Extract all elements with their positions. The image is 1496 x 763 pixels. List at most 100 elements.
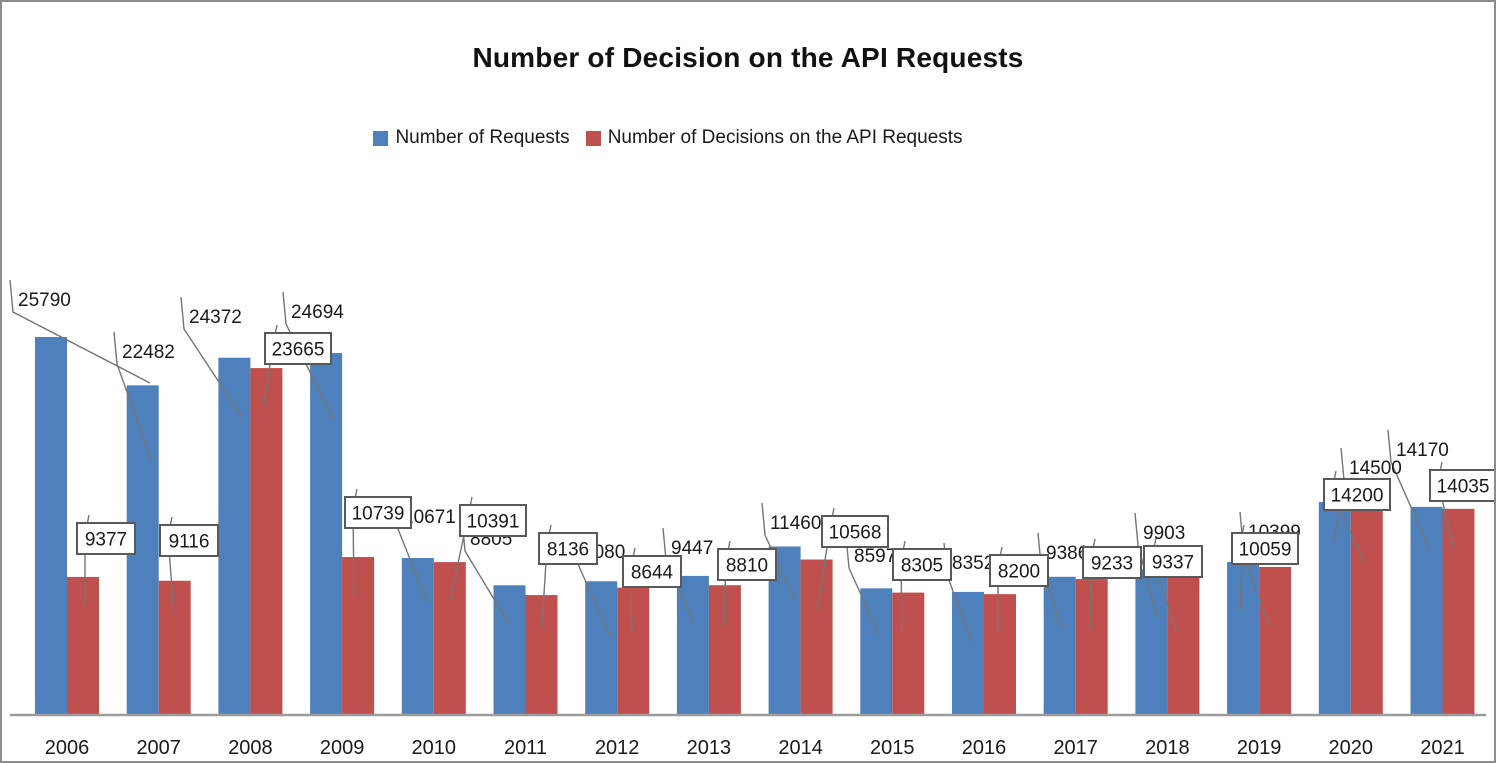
x-axis-label-2016: 2016 [962,737,1007,759]
bar-decisions-2014 [800,559,833,714]
bar-decisions-2019 [1259,566,1292,714]
data-label-decisions-2010: 10391 [467,512,520,533]
data-label-requests-2010: 10671 [403,507,456,528]
x-axis-label-2019: 2019 [1237,737,1282,759]
data-label-requests-2007: 22482 [122,342,175,363]
bar-decisions-2012 [617,587,650,714]
data-label-box-decisions-2013 [717,548,777,581]
data-label-decisions-2020: 14200 [1331,486,1384,507]
data-label-box-decisions-2018 [1143,545,1203,578]
leader-line-requests-2021 [1387,429,1431,551]
leader-line-requests-2014 [761,502,796,601]
legend-item-decisions: Number of Decisions on the API Requests [585,127,963,149]
x-axis-label-2010: 2010 [412,737,457,759]
data-label-box-decisions-2007 [159,524,219,557]
bar-requests-2010 [401,558,434,714]
data-label-box-decisions-2021 [1429,469,1494,502]
data-label-requests-2017: 9386 [1046,543,1088,564]
data-label-decisions-2019: 10059 [1239,540,1292,561]
legend-swatch-red-icon [585,130,601,146]
data-label-requests-2020: 14500 [1349,458,1402,479]
bar-decisions-2011 [525,595,558,714]
leader-line-requests-2006 [9,279,151,384]
data-label-requests-2016: 8352 [952,553,994,574]
data-label-decisions-2011: 8136 [547,540,589,561]
data-label-box-decisions-2014 [821,515,889,548]
x-axis-label-2017: 2017 [1053,737,1098,759]
data-label-box-decisions-2016 [989,554,1049,587]
bar-decisions-2015 [892,592,925,714]
bar-requests-2016 [952,591,984,714]
data-label-box-decisions-2009 [344,496,412,529]
x-axis-label-2008: 2008 [228,737,273,759]
bar-decisions-2021 [1442,508,1475,714]
data-label-box-decisions-2017 [1082,546,1142,579]
bar-requests-2021 [1410,506,1443,714]
x-axis-label-2020: 2020 [1329,737,1374,759]
bar-requests-2006 [35,337,67,714]
data-label-requests-2013: 9447 [671,538,713,559]
legend-label-decisions: Number of Decisions on the API Requests [607,127,963,148]
legend-item-requests: Number of Requests [373,127,570,149]
bar-decisions-2018 [1167,577,1200,714]
bar-decisions-2020 [1350,506,1383,714]
legend-swatch-blue-icon [373,130,389,146]
x-axis-label-2012: 2012 [595,737,640,759]
x-axis-label-2011: 2011 [504,737,547,759]
data-label-requests-2018: 9903 [1143,523,1185,544]
data-label-requests-2008: 24372 [189,307,242,328]
leader-line-requests-2018 [1134,512,1158,618]
bar-requests-2019 [1227,561,1260,714]
data-label-box-decisions-2020 [1323,478,1391,511]
data-label-box-decisions-2008 [264,332,332,365]
data-label-box-decisions-2006 [76,522,136,555]
data-label-decisions-2018: 9337 [1152,553,1194,574]
x-axis-label-2009: 2009 [320,737,365,759]
bar-requests-2009 [310,353,343,714]
bar-requests-2015 [860,588,893,714]
data-label-requests-2014: 11460 [770,513,821,534]
data-label-requests-2021: 14170 [1396,440,1449,461]
data-label-decisions-2014: 10568 [829,523,882,544]
x-axis-label-2018: 2018 [1145,737,1190,759]
data-label-decisions-2012: 8644 [631,563,674,584]
data-label-requests-2015: 8597 [854,546,896,567]
data-label-box-decisions-2011 [538,532,598,565]
bar-decisions-2006 [67,576,99,714]
x-axis-label-2013: 2013 [687,737,732,759]
bar-requests-2008 [218,357,251,714]
data-label-box-decisions-2019 [1231,532,1299,565]
bar-requests-2012 [585,581,618,714]
leader-line-requests-2009 [282,291,335,421]
data-label-decisions-2008: 23665 [272,340,325,361]
bar-decisions-2009 [342,557,375,714]
x-axis-label-2021: 2021 [1420,737,1465,759]
bar-decisions-2017 [1075,579,1108,714]
data-label-requests-2006: 25790 [18,290,71,311]
legend: Number of Requests Number of Decisions o… [2,127,1414,149]
bar-requests-2017 [1043,576,1076,714]
x-axis-label-2014: 2014 [778,737,823,759]
bar-requests-2013 [676,575,709,714]
data-label-decisions-2013: 8810 [726,556,768,577]
legend-label-requests: Number of Requests [395,127,570,148]
data-label-box-decisions-2012 [622,555,682,588]
bar-decisions-2016 [984,594,1016,714]
bar-decisions-2010 [433,562,466,714]
bar-decisions-2008 [250,368,283,714]
leader-line-requests-2008 [180,296,243,418]
x-axis-label-2015: 2015 [870,737,915,759]
data-label-box-decisions-2015 [892,548,952,581]
x-axis-label-2006: 2006 [45,737,90,759]
bar-requests-2011 [493,585,526,714]
data-label-decisions-2006: 9377 [85,530,127,551]
data-label-requests-2009: 24694 [291,302,344,323]
data-label-decisions-2015: 8305 [901,556,943,577]
leader-line-requests-2007 [113,331,153,463]
data-label-decisions-2021: 14035 [1437,477,1490,498]
bar-decisions-2007 [158,580,191,714]
data-label-box-decisions-2010 [459,504,527,537]
x-axis-label-2007: 2007 [136,737,181,759]
